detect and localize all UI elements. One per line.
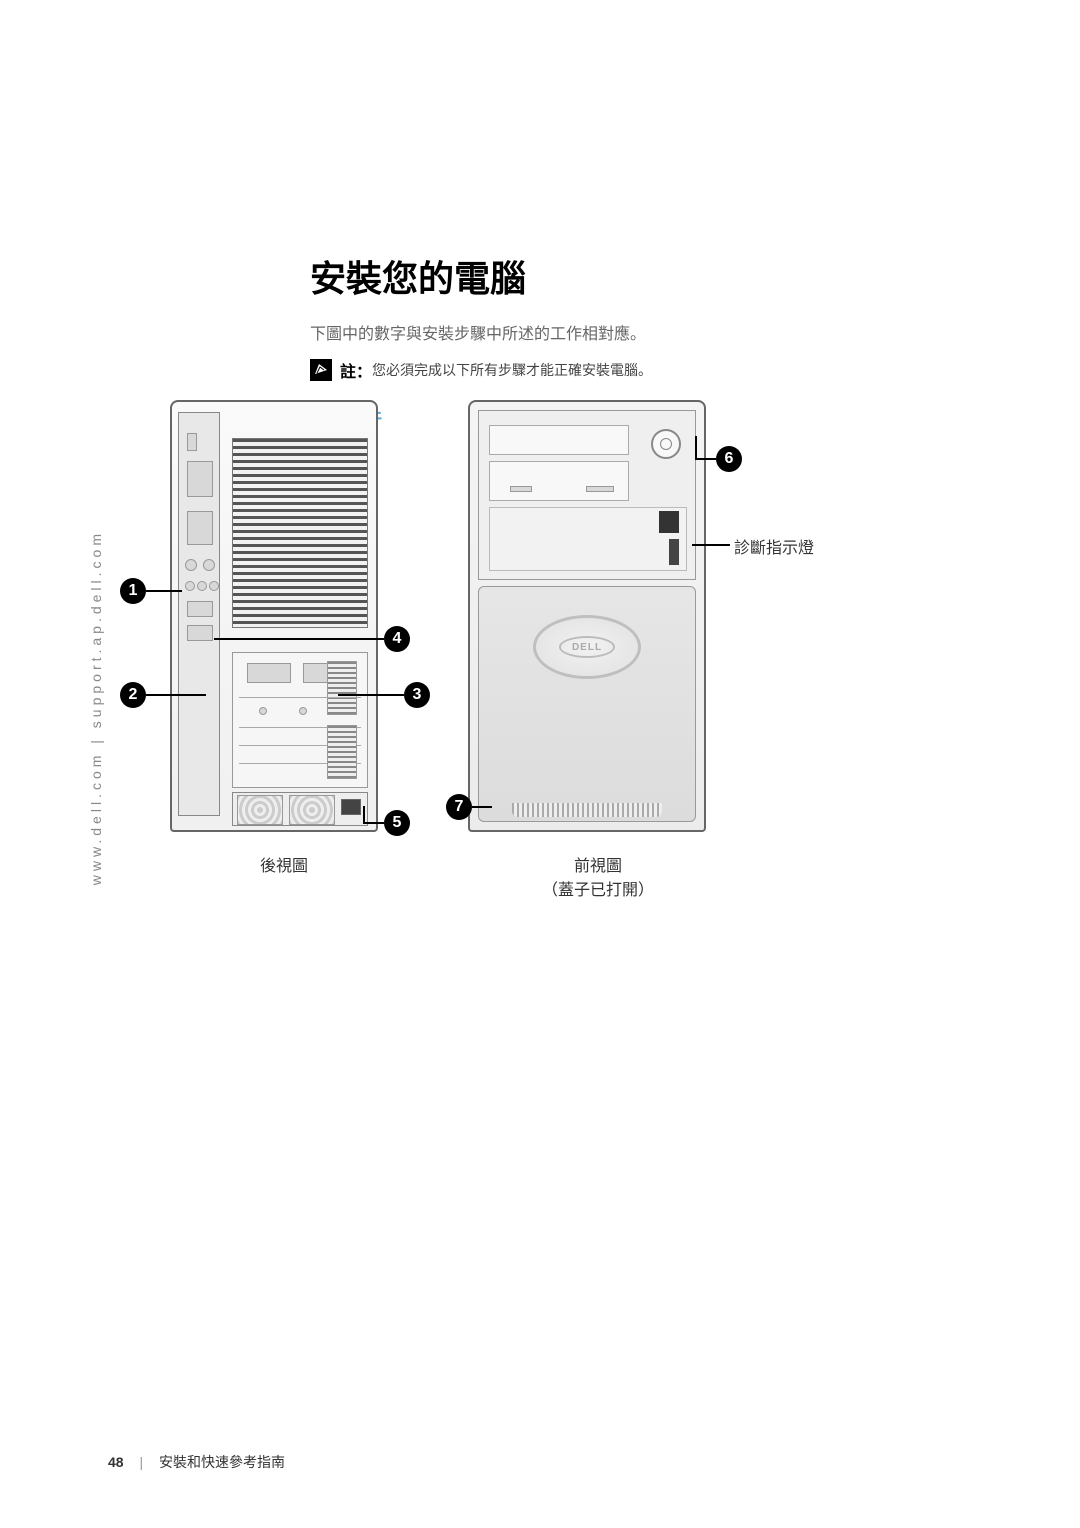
- back-view-caption: 後視圖: [244, 852, 324, 876]
- expansion-slots: [232, 652, 368, 788]
- port-usb-row: [187, 601, 213, 617]
- floppy-drive: [489, 425, 629, 455]
- port-ps2: [203, 559, 215, 571]
- eject-slot: [510, 486, 532, 492]
- blank-bay: [489, 507, 687, 571]
- lead-line: [692, 544, 730, 546]
- port-serial: [187, 461, 213, 497]
- note-icon: [310, 359, 332, 381]
- callout-4: 4: [384, 626, 410, 652]
- drive-bay-area: [478, 410, 696, 580]
- slot-line: [239, 697, 361, 698]
- callout-7: 7: [446, 794, 472, 820]
- lead-line: [696, 458, 716, 460]
- psu-fan: [289, 795, 335, 825]
- diagnostic-leds: [659, 511, 679, 533]
- psu-area: [232, 792, 368, 826]
- callout-3: 3: [404, 682, 430, 708]
- lead-line: [472, 806, 492, 808]
- footer-doc-title: 安裝和快速參考指南: [159, 1454, 285, 1470]
- port-audio: [209, 581, 219, 591]
- note-row: 註： 您必須完成以下所有步驟才能正確安裝電腦。: [310, 358, 990, 382]
- lead-line: [338, 694, 404, 696]
- callout-1: 1: [120, 578, 146, 604]
- callout-2: 2: [120, 682, 146, 708]
- psu-fan: [237, 795, 283, 825]
- front-caption-line2: （蓋子已打開）: [528, 876, 668, 900]
- page-footer: 48 | 安裝和快速參考指南: [108, 1452, 285, 1472]
- vents: [232, 438, 368, 628]
- callout-6: 6: [716, 446, 742, 472]
- tray-line: [586, 486, 614, 492]
- port: [187, 433, 197, 451]
- sidebar-url: www.dell.com | support.ap.dell.com: [88, 530, 104, 885]
- diagnostic-led-label: 診斷指示燈: [734, 534, 814, 558]
- power-icon: [660, 438, 672, 450]
- lead-line: [214, 638, 384, 640]
- ac-inlet: [341, 799, 361, 815]
- footer-separator: |: [139, 1454, 143, 1470]
- note-text: 您必須完成以下所有步驟才能正確安裝電腦。: [372, 360, 652, 380]
- front-view-tower: DELL: [468, 400, 706, 832]
- note-label: 註：: [340, 358, 372, 382]
- front-view-caption: 前視圖 （蓋子已打開）: [528, 852, 668, 900]
- vent-small: [327, 661, 357, 715]
- callout-5: 5: [384, 810, 410, 836]
- vent-small: [327, 725, 357, 779]
- port-audio: [197, 581, 207, 591]
- logo-oval: DELL: [533, 615, 641, 679]
- io-panel: [178, 412, 220, 816]
- port-parallel: [187, 511, 213, 545]
- lead-line: [146, 590, 182, 592]
- screw: [299, 707, 307, 715]
- front-grille: [512, 803, 662, 817]
- intro-text: 下圖中的數字與安裝步驟中所述的工作相對應。: [310, 320, 990, 344]
- lead-line: [364, 822, 384, 824]
- power-button: [651, 429, 681, 459]
- dell-logo: DELL: [559, 636, 615, 658]
- port-audio: [185, 581, 195, 591]
- optical-drive: [489, 461, 629, 501]
- lead-line: [363, 806, 365, 824]
- lead-line: [146, 694, 206, 696]
- front-bezel: DELL: [478, 586, 696, 822]
- diagram-area: 1 2 3 4 5 DELL 6: [108, 400, 1008, 930]
- front-caption-line1: 前視圖: [528, 852, 668, 876]
- diagnostic-leds-2: [669, 539, 679, 565]
- screw: [259, 707, 267, 715]
- page-title: 安裝您的電腦: [310, 250, 990, 302]
- page-number: 48: [108, 1454, 124, 1470]
- card-bracket: [247, 663, 291, 683]
- back-view-tower: [170, 400, 378, 832]
- port-usb-row: [187, 625, 213, 641]
- port-ps2: [185, 559, 197, 571]
- lead-line: [695, 436, 697, 460]
